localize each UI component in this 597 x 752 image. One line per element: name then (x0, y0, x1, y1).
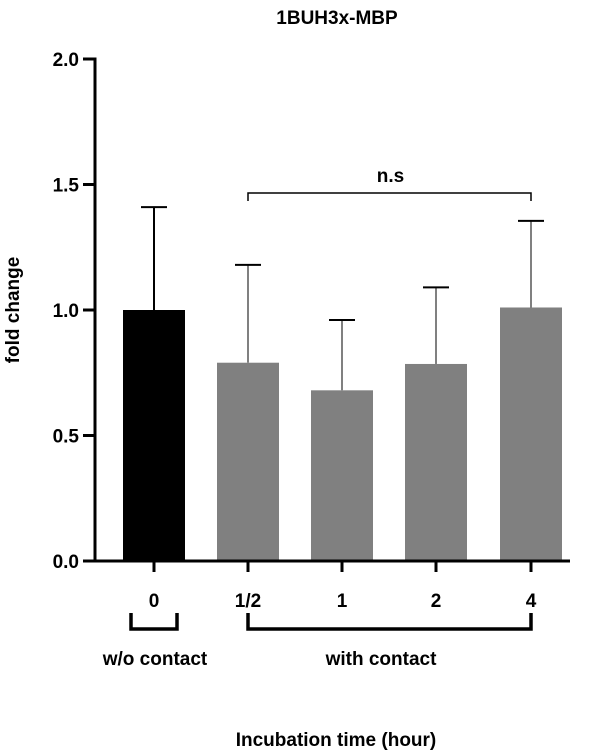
y-axis-title: fold change (3, 257, 24, 364)
y-tick-label: 1.5 (53, 176, 80, 197)
x-tick-label: 1 (337, 591, 348, 612)
group-bracket (129, 613, 179, 631)
y-tick-label: 0.0 (53, 552, 79, 573)
bar (311, 390, 373, 561)
significance-bracket: n.s (247, 166, 532, 201)
significance-line (247, 192, 532, 201)
x-axis-title: Incubation time (hour) (236, 730, 437, 751)
y-axis: 0.0 0.5 1.0 1.5 2.0 (53, 50, 97, 573)
bar (217, 362, 279, 561)
x-tick-label: 4 (526, 591, 537, 612)
bars (123, 206, 562, 561)
bar (500, 307, 562, 561)
significance-label: n.s (377, 166, 404, 187)
x-tick-label: 1/2 (235, 591, 261, 612)
chart-title: 1BUH3x-MBP (276, 8, 398, 29)
x-tick-label: 0 (149, 591, 160, 612)
group-label: w/o contact (102, 649, 208, 670)
bar (123, 310, 185, 561)
bar (405, 363, 467, 561)
y-tick-label: 0.5 (53, 427, 80, 448)
group-label: with contact (325, 649, 438, 670)
y-tick-label: 1.0 (53, 301, 79, 322)
y-tick-label: 2.0 (53, 50, 79, 71)
x-tick-label: 2 (431, 591, 442, 612)
x-axis: 0 1/2 1 2 4 (93, 559, 570, 612)
group-bracket (246, 613, 533, 631)
group-brackets: w/o contact with contact (102, 613, 533, 670)
